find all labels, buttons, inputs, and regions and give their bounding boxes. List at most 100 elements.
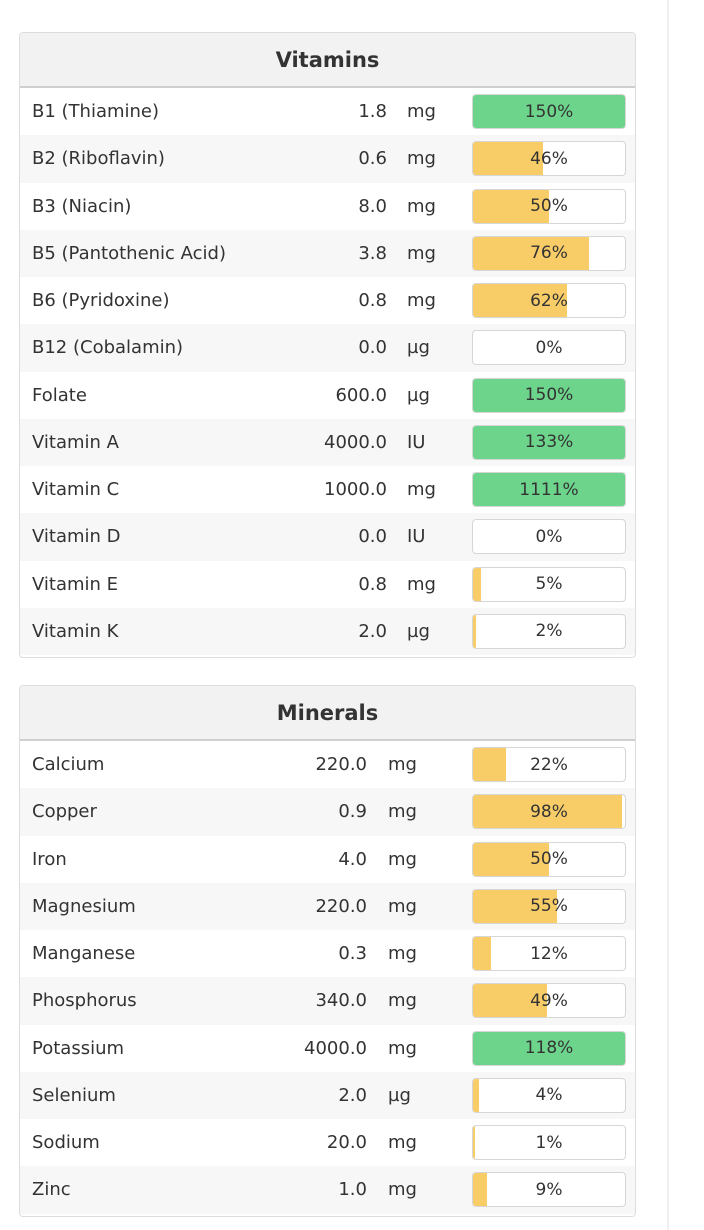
nutrient-name: Potassium xyxy=(32,1037,125,1059)
nutrient-row: Selenium 2.0 µg 4% xyxy=(20,1071,635,1119)
nutrient-unit: mg xyxy=(407,479,436,501)
daily-value-percent: 1111% xyxy=(519,479,579,500)
daily-value-percent: 150% xyxy=(524,101,574,122)
nutrient-name: B6 (Pyridoxine) xyxy=(32,290,170,312)
nutrient-unit: µg xyxy=(407,620,430,642)
nutrient-amount: 4000.0 xyxy=(324,431,387,453)
daily-value-bar: 133% xyxy=(472,424,626,460)
nutrient-name: Calcium xyxy=(32,754,105,776)
minerals-panel: Minerals Calcium 220.0 mg 22% Copper 0.9 mg 98%… xyxy=(19,685,636,1217)
nutrient-row: Folate 600.0 µg 150% xyxy=(20,371,635,419)
nutrient-amount: 20.0 xyxy=(326,1132,367,1154)
nutrient-amount: 220.0 xyxy=(315,754,367,776)
daily-value-bar: 12% xyxy=(472,936,626,971)
daily-value-bar: 22% xyxy=(472,747,626,782)
nutrient-row: Potassium 4000.0 mg 118% xyxy=(20,1024,635,1072)
nutrient-amount: 0.8 xyxy=(358,290,387,312)
daily-value-bar-fill xyxy=(473,1031,625,1065)
nutrient-row: Sodium 20.0 mg 1% xyxy=(20,1119,635,1167)
daily-value-bar: 9% xyxy=(472,1172,626,1208)
nutrient-unit: mg xyxy=(407,195,436,217)
daily-value-percent: 46% xyxy=(530,148,568,169)
nutrient-name: Zinc xyxy=(32,1179,71,1201)
daily-value-percent: 62% xyxy=(530,290,568,311)
nutrient-unit: mg xyxy=(388,943,417,965)
nutrient-row: Zinc 1.0 mg 9% xyxy=(20,1166,635,1214)
daily-value-bar: 4% xyxy=(472,1077,626,1113)
nutrient-amount: 4000.0 xyxy=(304,1037,367,1059)
daily-value-bar-fill xyxy=(473,748,507,781)
nutrient-unit: IU xyxy=(407,526,426,548)
nutrient-name: B12 (Cobalamin) xyxy=(32,337,184,359)
nutrient-amount: 0.6 xyxy=(358,148,387,170)
nutrient-name: Phosphorus xyxy=(32,990,137,1012)
nutrient-amount: 0.0 xyxy=(358,526,387,548)
nutrient-amount: 1.0 xyxy=(338,1179,367,1201)
nutrient-amount: 2.0 xyxy=(358,620,387,642)
nutrient-row: B6 (Pyridoxine) 0.8 mg 62% xyxy=(20,277,635,325)
nutrient-row: Vitamin C 1000.0 mg 1111% xyxy=(20,466,635,514)
nutrient-name: Vitamin K xyxy=(32,620,119,642)
daily-value-bar: 0% xyxy=(472,330,626,366)
nutrient-name: Copper xyxy=(32,801,97,823)
daily-value-percent: 118% xyxy=(524,1038,574,1058)
daily-value-percent: 133% xyxy=(524,432,574,453)
daily-value-bar-fill xyxy=(473,795,622,829)
daily-value-percent: 98% xyxy=(530,801,568,822)
daily-value-bar-fill xyxy=(473,284,568,317)
daily-value-bar-fill xyxy=(473,842,549,876)
nutrient-name: B5 (Pantothenic Acid) xyxy=(32,242,227,264)
nutrient-unit: mg xyxy=(388,848,417,870)
minerals-title: Minerals xyxy=(20,686,635,741)
nutrient-unit: mg xyxy=(388,895,417,917)
daily-value-bar: 76% xyxy=(472,235,626,271)
nutrient-row: Calcium 220.0 mg 22% xyxy=(20,741,635,789)
nutrient-unit: µg xyxy=(407,384,430,406)
nutrient-unit: IU xyxy=(407,431,426,453)
nutrient-name: Iron xyxy=(32,848,67,870)
daily-value-bar: 55% xyxy=(472,888,626,924)
nutrient-unit: mg xyxy=(407,573,436,595)
daily-value-percent: 9% xyxy=(535,1179,563,1200)
daily-value-bar: 50% xyxy=(472,841,626,877)
nutrient-name: Vitamin A xyxy=(32,431,119,453)
daily-value-percent: 76% xyxy=(530,243,568,264)
daily-value-bar: 62% xyxy=(472,283,626,318)
daily-value-percent: 150% xyxy=(524,385,574,405)
nutrient-row: Vitamin D 0.0 IU 0% xyxy=(20,513,635,561)
nutrient-row: B1 (Thiamine) 1.8 mg 150% xyxy=(20,88,635,136)
daily-value-bar-fill xyxy=(473,236,589,270)
nutrient-name: Vitamin D xyxy=(32,526,121,548)
nutrient-unit: mg xyxy=(388,1132,417,1154)
nutrient-row: B3 (Niacin) 8.0 mg 50% xyxy=(20,182,635,230)
nutrient-unit: mg xyxy=(388,754,417,776)
daily-value-bar: 0% xyxy=(472,519,626,555)
nutrient-unit: mg xyxy=(407,101,436,123)
daily-value-percent: 50% xyxy=(530,849,568,869)
daily-value-bar-fill xyxy=(473,473,625,506)
daily-value-bar-fill xyxy=(473,937,492,970)
vitamins-list: B1 (Thiamine) 1.8 mg 150% B2 (Riboflavin) 0.6… xyxy=(20,88,635,655)
nutrient-name: Magnesium xyxy=(32,895,136,917)
nutrient-amount: 0.9 xyxy=(338,801,367,823)
daily-value-bar: 1111% xyxy=(472,472,626,507)
nutrient-unit: mg xyxy=(388,1037,417,1059)
nutrient-name: Selenium xyxy=(32,1084,116,1106)
nutrient-row: Magnesium 220.0 mg 55% xyxy=(20,882,635,930)
daily-value-bar-fill xyxy=(473,889,557,923)
daily-value-percent: 49% xyxy=(530,990,568,1011)
daily-value-bar-fill xyxy=(473,1078,480,1112)
minerals-list: Calcium 220.0 mg 22% Copper 0.9 mg 98% Iron 4.0 mg… xyxy=(20,741,635,1214)
nutrient-unit: mg xyxy=(388,1179,417,1201)
nutrient-row: Phosphorus 340.0 mg 49% xyxy=(20,977,635,1025)
daily-value-percent: 2% xyxy=(535,621,563,642)
nutrient-amount: 3.8 xyxy=(358,242,387,264)
daily-value-percent: 5% xyxy=(535,574,563,594)
daily-value-percent: 4% xyxy=(535,1085,563,1106)
daily-value-bar: 49% xyxy=(472,983,626,1019)
daily-value-percent: 50% xyxy=(530,196,568,216)
daily-value-percent: 0% xyxy=(535,337,563,358)
daily-value-bar: 150% xyxy=(472,377,626,413)
daily-value-percent: 55% xyxy=(530,896,568,917)
vitamins-title: Vitamins xyxy=(20,33,635,88)
